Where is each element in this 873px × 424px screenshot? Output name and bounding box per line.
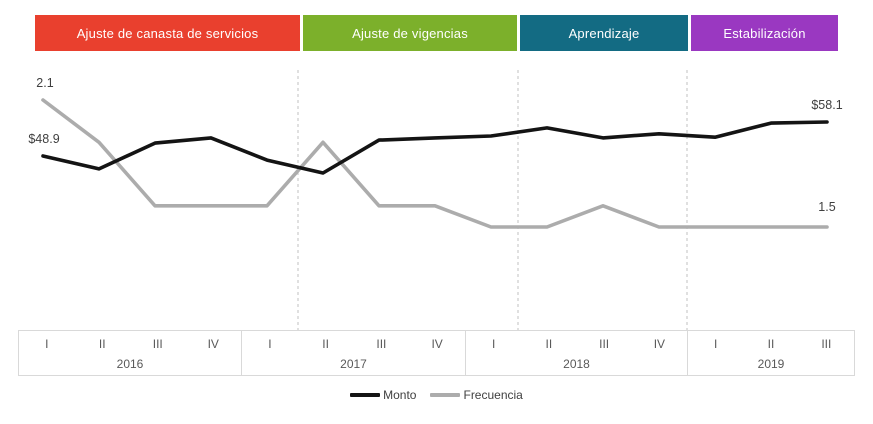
quarter-row: I II III IV [242,331,465,357]
x-tick-2018-q3: III [599,337,610,351]
monto-end-value-label: $58.1 [811,98,843,112]
chart-legend: Monto Frecuencia [0,388,873,402]
legend-label-frecuencia: Frecuencia [463,388,523,402]
phase-banner-estabilizacion: Estabilización [691,15,838,51]
x-tick-2019-q3: III [821,337,832,351]
legend-item-monto: Monto [350,388,416,402]
monto-start-value-label: $48.9 [28,132,60,146]
x-tick-2017-q4: IV [431,337,443,351]
x-tick-2019-q1: I [713,337,718,351]
quarter-row: I II III IV [19,331,241,357]
year-group-2017: I II III IV 2017 [241,331,465,375]
legend-label-monto: Monto [383,388,417,402]
quarter-row: I II III [688,331,854,357]
x-axis-year-2017: 2017 [340,357,367,371]
monto-line-swatch-icon [350,393,381,397]
phase-banner-label: Ajuste de vigencias [352,25,468,41]
x-tick-2018-q4: IV [653,337,666,351]
x-tick-2017-q2: II [322,337,329,351]
x-tick-2017-q3: III [376,337,387,351]
frecuencia-series-line [41,98,829,229]
frecuencia-line-swatch-icon [430,393,461,397]
x-tick-2017-q1: I [268,337,272,351]
frecuencia-start-value-label: 2.1 [36,76,54,90]
year-group-2018: I II III IV 2018 [465,331,687,375]
year-group-2019: I II III 2019 [687,331,854,375]
x-axis-year-2019: 2019 [757,357,785,371]
phase-banner-aprendizaje: Aprendizaje [520,15,688,51]
frecuencia-end-value-label: 1.5 [818,200,836,214]
phase-banner-ajuste-vigencias: Ajuste de vigencias [303,15,517,51]
x-tick-2018-q1: I [491,337,496,351]
x-tick-2019-q2: II [767,337,775,351]
x-tick-2018-q2: II [545,337,553,351]
year-group-2016: I II III IV 2016 [19,331,241,375]
x-tick-2016-q4: IV [207,337,219,351]
phase-banner-label: Estabilización [723,25,806,41]
x-axis-year-2016: 2016 [116,357,144,371]
monto-series-line [41,120,829,175]
x-axis-table: I II III IV 2016 I II III IV 2017 I II I… [18,330,855,376]
x-tick-2016-q2: II [98,337,106,351]
phase-banner-ajuste-canasta: Ajuste de canasta de servicios [35,15,300,51]
legend-item-frecuencia: Frecuencia [430,388,523,402]
phase-banner-label: Ajuste de canasta de servicios [76,25,259,41]
x-tick-2016-q1: I [45,337,49,351]
x-axis-year-2018: 2018 [563,357,590,371]
quarter-row: I II III IV [466,331,687,357]
x-tick-2016-q3: III [152,337,163,351]
phase-banner-label: Aprendizaje [568,25,640,41]
